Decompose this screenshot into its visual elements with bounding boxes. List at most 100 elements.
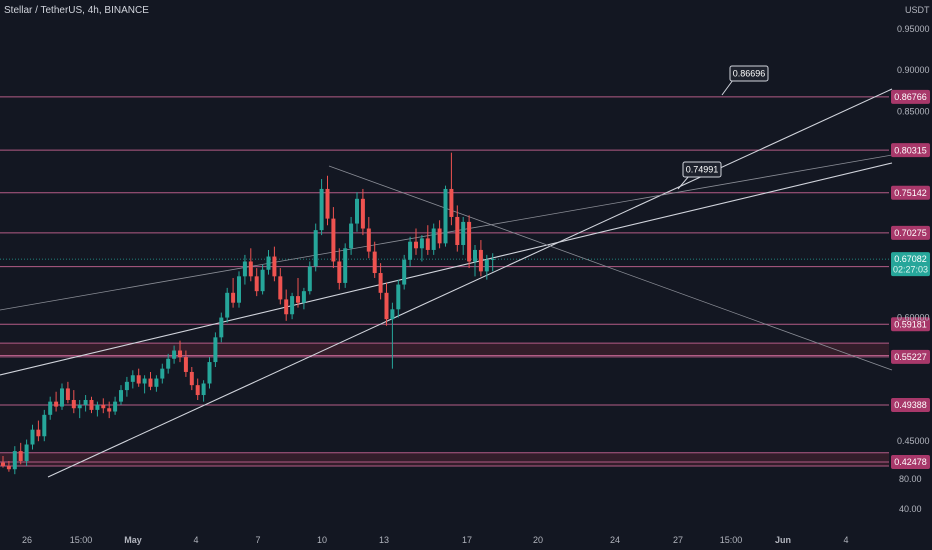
time-tick-label: 24 (610, 535, 620, 545)
candle-body (1, 462, 5, 466)
candle-body (207, 362, 212, 384)
candle-body (443, 188, 448, 244)
indicator-tick-label: 80.00 (899, 474, 922, 484)
candle-body (325, 188, 330, 219)
price-axis[interactable]: 0.867660.803150.751420.702750.661710.591… (891, 24, 930, 514)
candle-body (231, 292, 236, 303)
annotation-callout-line (677, 175, 690, 190)
level-tag-label: 0.59181 (894, 319, 927, 329)
annotation-box-mid[interactable] (682, 161, 722, 178)
candle-body (248, 261, 253, 277)
current-price-label: 0.67082 (894, 254, 927, 264)
candle-body (160, 368, 165, 379)
candle-body (343, 248, 348, 283)
candle-body (178, 350, 182, 358)
candle-body (461, 221, 466, 245)
candle-body (437, 228, 442, 244)
candle-body (54, 401, 59, 407)
annotation-box-top[interactable] (729, 65, 769, 82)
axis-currency-label: USDT (905, 5, 930, 15)
level-tag-label: 0.75142 (894, 188, 927, 198)
price-tick-label: 0.60000 (897, 313, 930, 323)
candle-body (237, 276, 241, 303)
candle-body (119, 390, 123, 402)
time-tick-label: 4 (843, 535, 848, 545)
time-tick-label: 13 (379, 535, 389, 545)
level-tag-8 (891, 455, 930, 469)
time-tick-label: 26 (22, 535, 32, 545)
candle-body (355, 198, 359, 224)
candle-body (124, 381, 129, 391)
zone-1[interactable] (0, 452, 889, 466)
time-axis[interactable]: 26 15:00 May 4 7 10 13 17 20 24 27 15:00 Jun 4 (22, 535, 849, 545)
candle-body (337, 261, 342, 283)
candle-body (201, 383, 206, 396)
time-tick-label: 15:00 (70, 535, 93, 545)
ascending-trendline-upper[interactable] (0, 162, 893, 376)
ascending-trendline-lower[interactable] (47, 88, 893, 478)
candle-body (219, 317, 224, 338)
candle-body (213, 337, 218, 363)
time-tick-label: 15:00 (720, 535, 743, 545)
level-tag-1 (891, 143, 930, 158)
candle-body (431, 228, 436, 250)
candle-body (6, 465, 11, 470)
candle-body (290, 296, 295, 315)
candle-body (490, 259, 495, 261)
candle-body (313, 230, 318, 267)
level-tag-6 (891, 349, 930, 364)
candle-body (242, 261, 247, 277)
candle-body (12, 451, 17, 470)
candle-body (154, 378, 159, 387)
candle-body (478, 249, 483, 272)
time-tick-label: 17 (462, 535, 472, 545)
supply-demand-zones (0, 342, 889, 467)
zone-0[interactable] (0, 343, 889, 356)
candlesticks (1, 152, 495, 475)
candle-body (189, 371, 194, 386)
price-tick-label: 0.45000 (897, 436, 930, 446)
candle-body (278, 276, 283, 300)
candle-body (419, 238, 424, 249)
level-tag-label: 0.49388 (894, 400, 927, 410)
level-tag-3 (891, 225, 930, 240)
candle-body (260, 269, 265, 292)
current-price-tag (891, 252, 930, 277)
candle-body (449, 188, 454, 217)
candle-body (30, 429, 35, 445)
candle-body (65, 388, 70, 400)
descending-trendline[interactable] (328, 165, 893, 371)
candle-body (18, 451, 23, 461)
candle-body (142, 378, 147, 384)
candle-body (183, 357, 188, 372)
candle-body (42, 414, 47, 437)
candle-body (95, 404, 100, 410)
level-tag-label: 0.55227 (894, 352, 927, 362)
candle-body (390, 309, 395, 320)
annotation-callout-line (721, 79, 734, 96)
candle-body (296, 296, 300, 303)
candle-body (113, 401, 118, 412)
candle-body (272, 256, 277, 277)
candle-countdown: 02:27:03 (893, 265, 928, 275)
time-tick-label: 7 (255, 535, 260, 545)
annotation-label: 0.86696 (733, 69, 766, 79)
candle-body (425, 238, 430, 250)
candle-body (172, 350, 177, 359)
candle-body (301, 291, 306, 303)
candle-body (384, 292, 389, 320)
candle-body (319, 188, 324, 231)
candle-body (473, 249, 477, 262)
candle-body (60, 388, 64, 407)
candle-body (408, 241, 413, 260)
candle-body (77, 404, 82, 409)
candle-body (225, 292, 230, 318)
candle-body (24, 444, 29, 461)
candle-body (455, 216, 460, 245)
candle-body (467, 221, 472, 262)
price-tick-label: 0.90000 (897, 65, 930, 75)
chart-title: Stellar / TetherUS, 4h, BINANCE (4, 5, 149, 16)
candle-body (254, 276, 259, 292)
